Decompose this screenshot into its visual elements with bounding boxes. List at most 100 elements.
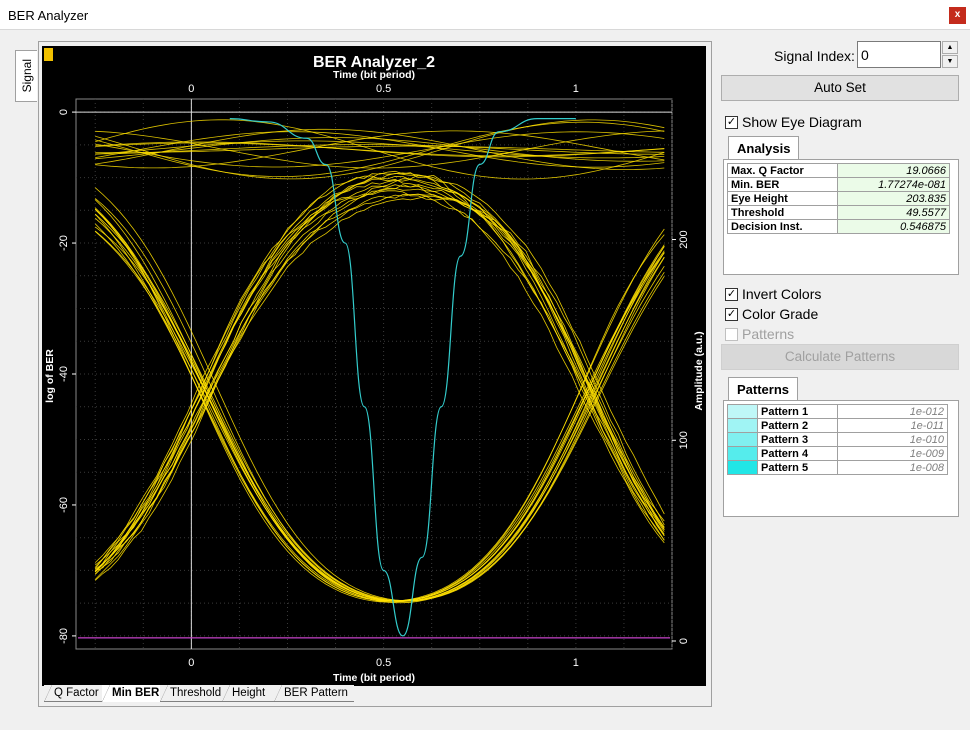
auto-set-button[interactable]: Auto Set bbox=[721, 75, 959, 101]
y-tick-label: -40 bbox=[58, 366, 70, 382]
analysis-value: 1.77274e-081 bbox=[837, 177, 950, 192]
analysis-key: Max. Q Factor bbox=[727, 163, 838, 178]
tab-ber-pattern[interactable]: BER Pattern bbox=[274, 685, 354, 702]
tab-q-factor[interactable]: Q Factor bbox=[44, 685, 104, 702]
y-tick-label: 0 bbox=[58, 109, 70, 115]
pattern-value: 1e-008 bbox=[837, 460, 948, 475]
title-bar: BER Analyzer x bbox=[0, 0, 970, 30]
tab-signal[interactable]: Signal bbox=[15, 50, 37, 102]
analysis-row: Eye Height 203.835 bbox=[727, 191, 950, 206]
analysis-value: 203.835 bbox=[837, 191, 950, 206]
analysis-row: Max. Q Factor 19.0666 bbox=[727, 163, 950, 178]
right-axis-label: Amplitude (a.u.) bbox=[693, 331, 705, 410]
tab-threshold[interactable]: Threshold bbox=[160, 685, 224, 702]
eye-trace bbox=[95, 141, 665, 158]
tab-signal-label: Signal bbox=[19, 59, 34, 93]
signal-index-input[interactable] bbox=[857, 41, 941, 68]
check-icon: ✓ bbox=[725, 115, 738, 129]
eye-trace bbox=[94, 208, 665, 602]
tab-patterns[interactable]: Patterns bbox=[728, 377, 799, 401]
analysis-value: 0.546875 bbox=[837, 219, 950, 234]
eye-trace bbox=[95, 121, 665, 177]
calculate-patterns-button[interactable]: Calculate Patterns bbox=[721, 344, 959, 370]
pattern-color-swatch bbox=[727, 418, 758, 433]
ber-curve bbox=[229, 118, 576, 637]
analysis-row: Threshold 49.5577 bbox=[727, 205, 950, 220]
pattern-name: Pattern 3 bbox=[757, 432, 838, 447]
show-eye-checkbox[interactable]: ✓ Show Eye Diagram bbox=[725, 114, 862, 130]
spin-up-icon[interactable]: ▲ bbox=[942, 41, 958, 54]
x-tick-top-label: 0.5 bbox=[376, 83, 391, 95]
eye-trace bbox=[94, 190, 665, 570]
close-button[interactable]: x bbox=[949, 7, 966, 24]
show-eye-label: Show Eye Diagram bbox=[742, 114, 862, 130]
y-tick-label: -80 bbox=[58, 628, 70, 644]
eye-trace bbox=[95, 145, 665, 154]
color-grade-label: Color Grade bbox=[742, 306, 819, 322]
right-panel: Signal Index: ▲ ▼ Auto Set ✓ Show Eye Di… bbox=[714, 30, 970, 730]
pattern-row[interactable]: Pattern 5 1e-008 bbox=[727, 460, 948, 475]
tab-height[interactable]: Height bbox=[222, 685, 276, 702]
analysis-key: Min. BER bbox=[727, 177, 838, 192]
eye-trace bbox=[95, 140, 665, 159]
check-icon: ✓ bbox=[725, 307, 738, 321]
eye-trace bbox=[94, 175, 665, 573]
pattern-row[interactable]: Pattern 1 1e-012 bbox=[727, 404, 948, 419]
x-tick-top-label: 0 bbox=[188, 83, 194, 95]
analysis-row: Min. BER 1.77274e-081 bbox=[727, 177, 950, 192]
analysis-key: Decision Inst. bbox=[727, 219, 838, 234]
analysis-row: Decision Inst. 0.546875 bbox=[727, 219, 950, 234]
spin-down-icon[interactable]: ▼ bbox=[942, 55, 958, 68]
plot-title: BER Analyzer_2 bbox=[313, 54, 435, 71]
analysis-value: 49.5577 bbox=[837, 205, 950, 220]
patterns-checkbox[interactable]: Patterns bbox=[725, 326, 794, 342]
eye-diagram-traces bbox=[78, 119, 670, 639]
color-grade-checkbox[interactable]: ✓ Color Grade bbox=[725, 306, 818, 322]
x-tick-top-label: 1 bbox=[573, 83, 579, 95]
y2-tick-label: 100 bbox=[678, 431, 690, 449]
y-tick-label: -60 bbox=[58, 497, 70, 513]
window-title: BER Analyzer bbox=[8, 8, 89, 23]
analysis-key: Threshold bbox=[727, 205, 838, 220]
eye-trace bbox=[95, 130, 665, 169]
top-axis-label: Time (bit period) bbox=[333, 69, 415, 81]
patterns-check-label: Patterns bbox=[742, 326, 795, 342]
eye-trace bbox=[94, 193, 665, 572]
pattern-color-swatch bbox=[727, 446, 758, 461]
signal-index-label: Signal Index: bbox=[774, 48, 855, 64]
eye-trace bbox=[95, 131, 665, 168]
eye-trace bbox=[94, 193, 665, 580]
invert-colors-label: Invert Colors bbox=[742, 286, 822, 302]
pattern-color-swatch bbox=[727, 432, 758, 447]
eye-trace bbox=[94, 195, 665, 575]
graph-menu-icon[interactable] bbox=[44, 48, 53, 61]
pattern-row[interactable]: Pattern 4 1e-009 bbox=[727, 446, 948, 461]
x-tick-bottom-label: 1 bbox=[573, 657, 579, 669]
pattern-name: Pattern 1 bbox=[757, 404, 838, 419]
invert-colors-checkbox[interactable]: ✓ Invert Colors bbox=[725, 286, 821, 302]
pattern-row[interactable]: Pattern 2 1e-011 bbox=[727, 418, 948, 433]
tab-min-ber[interactable]: Min BER bbox=[102, 685, 162, 702]
tab-analysis[interactable]: Analysis bbox=[728, 136, 800, 160]
eye-trace bbox=[94, 198, 665, 602]
analysis-key: Eye Height bbox=[727, 191, 838, 206]
axis-ticks: 0 0 0.5 0.5 1 1 0 -20 -40 -60 -80 200 100 0 bbox=[58, 83, 690, 669]
bottom-axis-label: Time (bit period) bbox=[333, 672, 415, 684]
pattern-name: Pattern 5 bbox=[757, 460, 838, 475]
eye-trace bbox=[94, 178, 665, 572]
pattern-value: 1e-009 bbox=[837, 446, 948, 461]
empty-check-icon bbox=[725, 327, 738, 341]
y2-tick-label: 200 bbox=[678, 230, 690, 248]
eye-trace bbox=[94, 187, 665, 602]
eye-trace bbox=[95, 131, 665, 168]
pattern-row[interactable]: Pattern 3 1e-010 bbox=[727, 432, 948, 447]
pattern-name: Pattern 2 bbox=[757, 418, 838, 433]
ber-plot[interactable]: BER Analyzer_2 Time (bit period) Time (b… bbox=[42, 46, 706, 686]
eye-trace bbox=[95, 144, 665, 155]
analysis-table: Max. Q Factor 19.0666 Min. BER 1.77274e-081… bbox=[727, 163, 950, 234]
analysis-value: 19.0666 bbox=[837, 163, 950, 178]
eye-trace bbox=[94, 170, 665, 563]
pattern-color-swatch bbox=[727, 404, 758, 419]
x-tick-bottom-label: 0 bbox=[188, 657, 194, 669]
